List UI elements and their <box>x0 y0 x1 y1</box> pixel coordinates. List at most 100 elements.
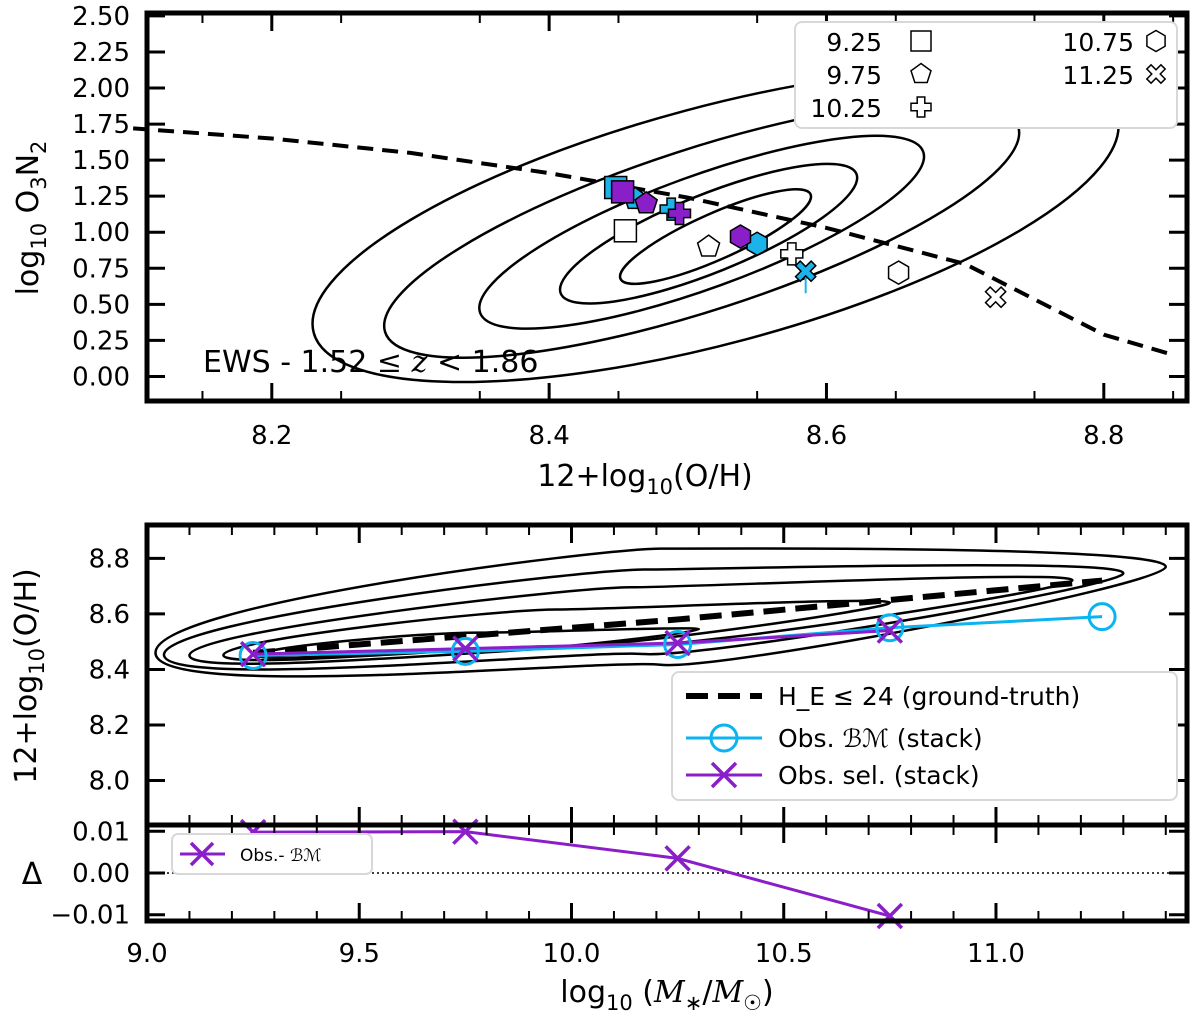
top-x-tick-label: 8.4 <box>528 421 569 451</box>
top-y-tick-label: 1.75 <box>72 110 130 140</box>
middle-contour-level-3 <box>188 575 1074 665</box>
legend-sel-marker <box>710 761 738 789</box>
top-y-tick-label: 1.00 <box>72 218 130 248</box>
top-marker-open-11-25 <box>984 285 1007 309</box>
bottom-y-tick-label: 0.00 <box>72 859 130 889</box>
bottom-x-tick-label: 11.0 <box>967 939 1025 969</box>
top-y-tick-label: 0.00 <box>72 362 130 392</box>
obs-sel-point <box>664 629 691 657</box>
top-mass-bin-markers <box>603 175 1007 309</box>
top-marker-purple-9-75 <box>634 190 659 214</box>
middle-series-markers <box>238 602 1117 671</box>
legend-marker-pentagon <box>910 62 932 84</box>
top-y-tick-label: 0.50 <box>72 290 130 320</box>
legend-delta-x <box>189 841 215 867</box>
obs-sel-point <box>452 635 479 662</box>
middle-y-tick-label: 8.6 <box>89 600 130 630</box>
obs-bm-point <box>875 613 905 643</box>
obs-bm-point <box>663 629 693 659</box>
obs-bm-point <box>450 636 480 666</box>
legend-label-obs-bm: Obs. ℬℳ (stack) <box>778 724 983 753</box>
bottom-x-tick-label: 9.5 <box>339 939 380 969</box>
legend-bm-marker <box>709 723 739 753</box>
delta-point <box>664 845 691 872</box>
top-y-axis-label: log10 O3N2 <box>11 141 51 296</box>
redshift-annotation: EWS - 1.52 ≤ z < 1.86 <box>203 345 538 380</box>
bottom-x-tick-label: 10.5 <box>755 939 813 969</box>
legend-marker-x <box>1145 63 1167 85</box>
middle-axis-ticks: 8.0 8.2 8.4 8.6 8.8 <box>89 525 1187 825</box>
top-axis-ticks: 8.2 8.4 8.6 8.8 0.00 0.25 0.50 0.75 1.00 1.25 1.50… <box>72 2 1187 451</box>
top-y-tick-label: 2.00 <box>72 74 130 104</box>
top-marker-purple-10-25 <box>667 201 692 226</box>
legend-label-ground-truth: H_E ≤ 24 (ground-truth) <box>778 682 1080 711</box>
top-legend-markers <box>910 29 1167 118</box>
top-y-tick-label: 2.25 <box>72 38 130 68</box>
top-x-tick-label: 8.2 <box>251 421 292 451</box>
bottom-legend-box <box>171 833 373 875</box>
top-marker-cyan-11-25 <box>794 260 817 283</box>
top-y-tick-label: 0.25 <box>72 326 130 356</box>
top-y-tick-label: 1.50 <box>72 146 130 176</box>
obs-bm-point <box>238 641 268 671</box>
top-contour-level-3 <box>478 134 926 330</box>
middle-legend: H_E ≤ 24 (ground-truth) Obs. ℬℳ (stack) … <box>671 671 1178 801</box>
top-legend: 9.25 9.75 10.25 10.75 11.25 <box>794 21 1178 129</box>
bottom-x-axis-label: log10 (M∗/M☉) <box>560 975 773 1012</box>
ground-truth-line <box>252 577 1103 656</box>
legend-label-mass-5: 11.25 <box>1062 61 1134 90</box>
obs-bm-point <box>1087 602 1117 632</box>
bottom-y-tick-label: 0.01 <box>72 817 130 847</box>
top-legend-box <box>794 21 1178 129</box>
legend-marker-hexagon <box>1146 29 1166 53</box>
top-marker-purple-9-25 <box>610 180 635 204</box>
obs-sel-stack-line <box>253 629 890 656</box>
top-plot-frame <box>144 10 1190 404</box>
bottom-legend: Obs.- ℬℳ <box>171 833 373 875</box>
top-panel: 8.2 8.4 8.6 8.8 0.00 0.25 0.50 0.75 1.00 1.25 1.50… <box>11 2 1190 499</box>
middle-y-tick-label: 8.0 <box>89 767 130 797</box>
middle-y-tick-label: 8.8 <box>89 544 130 574</box>
top-x-tick-label: 8.6 <box>806 421 847 451</box>
bottom-y-axis-label: Δ <box>22 857 43 892</box>
o3n2-calibration-curve <box>132 126 1174 357</box>
bottom-x-tick-label: 9.0 <box>126 939 167 969</box>
legend-marker-plus <box>910 96 932 118</box>
middle-density-contours <box>154 547 1168 678</box>
legend-label-mass-2: 9.75 <box>826 61 882 90</box>
middle-y-axis-label: 12+log10(O/H) <box>9 568 49 783</box>
legend-label-mass-3: 10.25 <box>810 94 882 123</box>
legend-delta-marker <box>189 841 215 867</box>
middle-contour-level-4 <box>162 563 1125 671</box>
legend-label-mass-4: 10.75 <box>1062 28 1134 57</box>
bottom-x-tick-label: 10.0 <box>543 939 601 969</box>
top-contour-level-1 <box>618 188 813 286</box>
middle-contour-level-5 <box>154 547 1168 678</box>
top-contour-level-2 <box>558 162 859 305</box>
legend-marker-square <box>910 30 932 52</box>
middle-y-tick-label: 8.4 <box>89 655 130 685</box>
top-x-axis-label: 12+log10(O/H) <box>537 459 752 499</box>
bottom-axis-ticks: −0.01 0.00 0.01 9.0 9.5 10.0 10.5 11.0 <box>50 817 1187 969</box>
top-marker-open-9-25 <box>613 219 638 243</box>
top-x-tick-label: 8.8 <box>1083 421 1124 451</box>
legend-label-obs-sel: Obs. sel. (stack) <box>778 761 980 790</box>
bottom-y-tick-label: −0.01 <box>50 901 130 931</box>
legend-label-mass-1: 9.25 <box>826 28 882 57</box>
middle-panel: 8.0 8.2 8.4 8.6 8.8 12+log10(O/H) H_E ≤ 24 (… <box>9 522 1190 828</box>
top-marker-open-9-75 <box>696 234 721 257</box>
obs-sel-point <box>239 640 267 668</box>
legend-label-delta: Obs.- ℬℳ <box>240 846 322 866</box>
top-y-tick-label: 0.75 <box>72 254 130 284</box>
bottom-panel: −0.01 0.00 0.01 9.0 9.5 10.0 10.5 11.0 Δ log10 … <box>22 817 1190 1012</box>
top-y-tick-label: 1.25 <box>72 182 130 212</box>
top-y-tick-label: 2.50 <box>72 2 130 32</box>
top-marker-purple-10-75 <box>729 224 752 249</box>
obs-sel-point <box>876 617 904 644</box>
top-marker-open-10-75 <box>887 260 910 286</box>
middle-legend-box <box>671 671 1178 801</box>
delta-point <box>876 902 904 930</box>
legend-sel-x <box>710 761 738 789</box>
middle-y-tick-label: 8.2 <box>89 711 130 741</box>
